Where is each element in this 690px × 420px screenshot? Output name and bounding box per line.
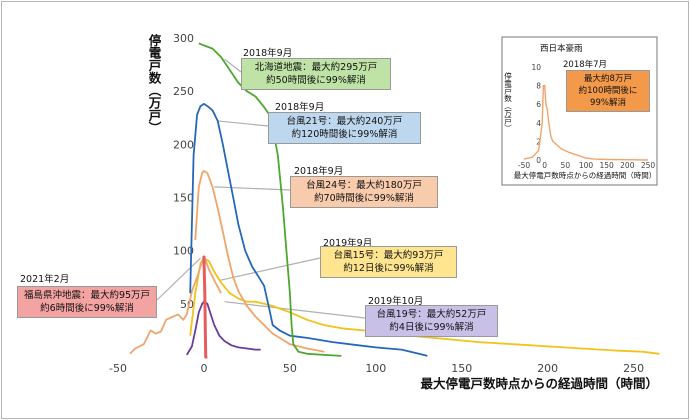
fukushima-date: 2021年2月 — [20, 274, 70, 285]
jebi-series-line — [189, 103, 428, 357]
hagibis-line1: 台風19号：最大約52万戸 — [376, 309, 487, 320]
leader-line — [214, 186, 291, 191]
leader-line — [217, 120, 269, 127]
inset-x-tick-label: -50 — [518, 161, 530, 170]
y-tick-label: 200 — [173, 138, 194, 151]
hokkaido-annotation: 北海道地震：最大約295万戸 約50時間後に99%解消 — [241, 58, 391, 90]
faxai-line1: 台風15号：最大約93万戸 — [333, 250, 444, 261]
x-axis-label: 最大停電戸数時点からの経過時間（時間） — [420, 376, 658, 391]
x-tick-labels: -50 0 50 100 150 200 250 — [109, 362, 644, 375]
leader-lines — [156, 58, 366, 319]
inset-y-tick-label: 4 — [536, 119, 541, 128]
inset-x-label: 最大停電戸数時点からの経過時間（時間） — [514, 170, 657, 180]
trami-line2: 約70時間後に99%解消 — [314, 193, 414, 204]
jebi-annotation: 台風21号：最大約240万戸 約120時間後に99%解消 — [268, 112, 421, 144]
inset-y-tick-label: 10 — [531, 63, 541, 72]
hagibis-date: 2019年10月 — [368, 296, 424, 307]
faxai-annotation: 台風15号：最大約93万戸 約12日後に99%解消 — [320, 246, 457, 278]
inset-y-tick-label: 2 — [536, 137, 541, 146]
inset-y-tick-label: 6 — [536, 100, 541, 109]
leader-line — [224, 301, 366, 319]
fukushima-series-line — [202, 255, 208, 359]
faxai-line2: 約12日後に99%解消 — [343, 263, 434, 274]
inset-note-date: 2018年7月 — [563, 60, 608, 70]
x-tick-label: 50 — [283, 362, 297, 375]
y-axis-label: 停電戸数（万戸） — [147, 33, 162, 134]
trami-annotation: 台風24号：最大約180万戸 約70時間後に99%解消 — [290, 176, 438, 208]
inset-x-tick-label: 0 — [542, 161, 547, 170]
inset-tick-labels: 0 2 4 6 8 10 -50 0 50 100 150 200 250 — [518, 63, 656, 170]
inset-x-tick-label: 250 — [641, 161, 656, 170]
x-tick-label: 0 — [200, 362, 207, 375]
hagibis-series-line — [186, 300, 261, 356]
inset-y-tick-label: 0 — [536, 156, 541, 165]
trami-series-line — [194, 169, 325, 353]
leader-line — [224, 58, 242, 73]
leader-line — [156, 257, 201, 301]
x-tick-label: 250 — [623, 362, 644, 375]
inset-y-label: 停電戸数（万戸） — [503, 71, 512, 132]
hagibis-line2: 約4日後に99%解消 — [389, 322, 474, 333]
hagibis-annotation: 台風19号：最大約52万戸 約4日後に99%解消 — [365, 305, 498, 337]
y-tick-label: 100 — [173, 245, 194, 258]
y-tick-label: 150 — [173, 192, 194, 205]
fukushima-line1: 福島県沖地震：最大約95万戸 — [23, 290, 151, 301]
x-tick-label: 150 — [451, 362, 472, 375]
series-lines — [129, 42, 660, 359]
faxai-date: 2019年9月 — [323, 238, 373, 249]
x-tick-label: -50 — [109, 362, 127, 375]
y-tick-label: 50 — [180, 298, 194, 311]
inset-note-line1: 最大約8万戸 — [584, 74, 632, 84]
inset-series-line — [523, 84, 649, 161]
leader-line — [219, 257, 321, 282]
y-tick-label: 250 — [173, 85, 194, 98]
y-tick-label: 300 — [173, 32, 194, 45]
jebi-date: 2018年9月 — [275, 102, 325, 113]
fukushima-line2: 約6時間後に99%解消 — [40, 303, 134, 314]
hokkaido-line1: 北海道地震：最大約295万戸 — [254, 62, 378, 73]
x-tick-label: 200 — [537, 362, 558, 375]
trami-date: 2018年9月 — [294, 166, 344, 177]
inset-note-box: 最大約8万戸 約100時間後に99%解消 — [566, 70, 650, 112]
fukushima-annotation: 福島県沖地震：最大約95万戸 約6時間後に99%解消 — [17, 286, 157, 318]
inset-y-tick-label: 8 — [536, 82, 541, 91]
inset-x-tick-label: 200 — [620, 161, 635, 170]
jebi-line2: 約120時間後に99%解消 — [291, 129, 398, 140]
inset-title: 西日本豪雨 — [540, 43, 583, 54]
hokkaido-line2: 約50時間後に99%解消 — [266, 75, 366, 86]
inset-x-tick-label: 50 — [561, 161, 571, 170]
jebi-line1: 台風21号：最大約240万戸 — [286, 116, 403, 127]
inset-x-tick-label: 100 — [579, 161, 594, 170]
faxai-series-line — [189, 257, 660, 355]
trami-line1: 台風24号：最大約180万戸 — [306, 180, 422, 191]
hokkaido-date: 2018年9月 — [243, 48, 293, 59]
x-tick-label: 100 — [365, 362, 386, 375]
inset-note-line2: 約100時間後に99%解消 — [578, 86, 638, 108]
inset-x-tick-label: 150 — [600, 161, 615, 170]
